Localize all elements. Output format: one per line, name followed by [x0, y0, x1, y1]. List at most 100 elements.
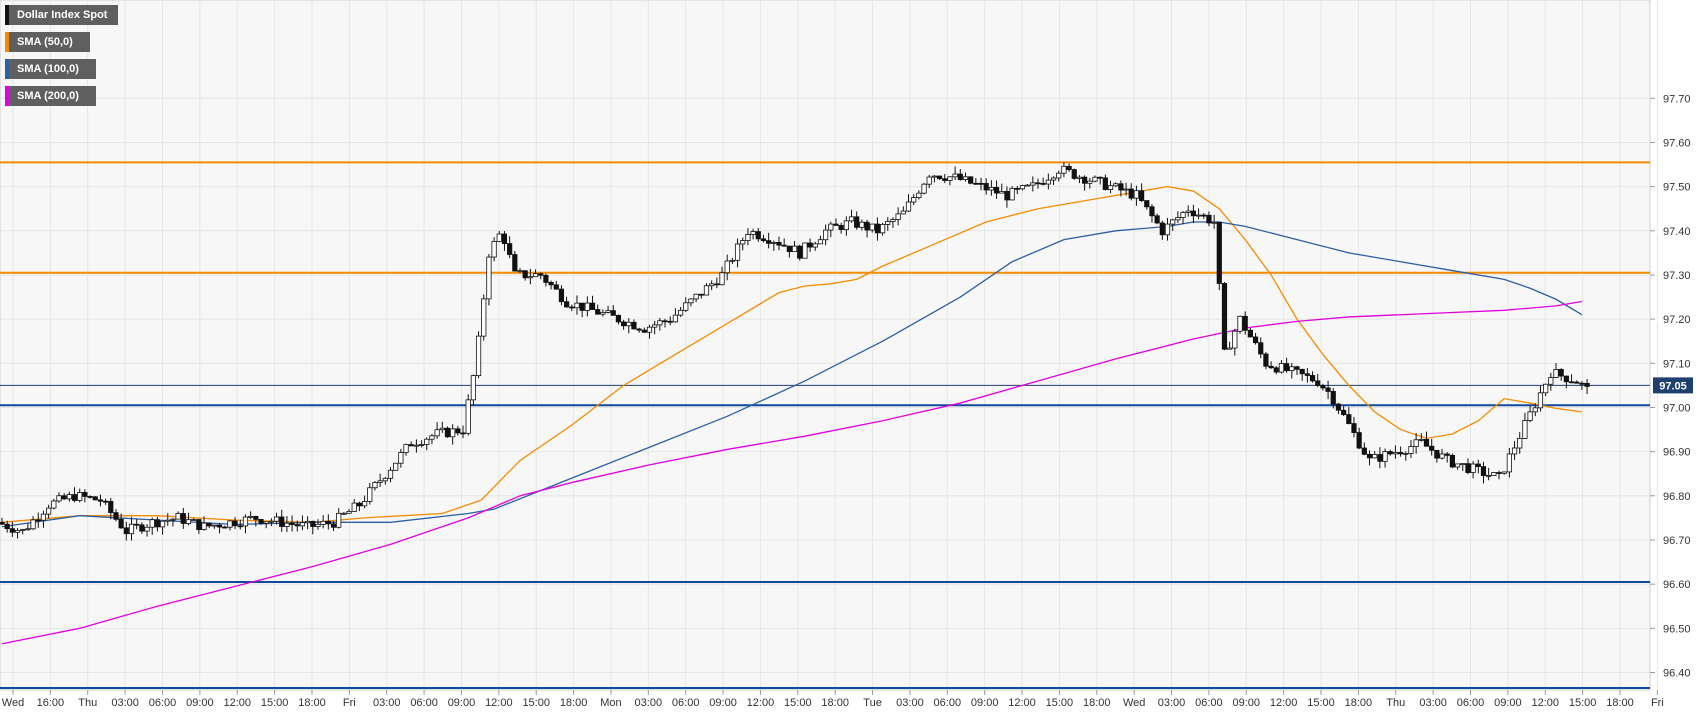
candle-body — [1527, 411, 1533, 421]
candle-body — [1232, 330, 1238, 349]
candle-body — [527, 276, 533, 279]
candle-body — [1014, 187, 1020, 190]
candle-body — [595, 309, 601, 315]
candle-body — [579, 302, 585, 311]
candle-body — [1278, 363, 1285, 373]
candle-body — [740, 240, 746, 245]
candle-body — [346, 511, 352, 514]
x-tick-label: 06:00 — [410, 697, 438, 709]
candle-body — [1087, 180, 1093, 184]
candle-body — [253, 515, 259, 520]
candle-body — [1221, 283, 1228, 350]
candle-body — [1444, 453, 1450, 456]
candle-body — [905, 201, 912, 212]
candle-body — [1092, 176, 1098, 182]
candle-body — [25, 528, 31, 531]
candle-body — [0, 521, 5, 525]
candle-body — [320, 520, 326, 525]
candle-body — [40, 513, 47, 521]
y-tick-label: 96.80 — [1663, 491, 1691, 503]
candle-body — [1004, 191, 1010, 201]
candle-body — [543, 274, 549, 283]
candle-body — [781, 244, 787, 247]
candle-body — [1206, 214, 1212, 224]
candle-body — [952, 173, 958, 178]
candle-body — [911, 197, 917, 203]
candle-body — [206, 522, 212, 527]
candle-body — [854, 216, 860, 228]
candle-body — [1050, 177, 1057, 181]
candle-body — [46, 507, 52, 515]
candle-body — [20, 529, 26, 531]
candle-body — [144, 526, 150, 532]
x-tick-label: 12:00 — [485, 697, 513, 709]
x-tick-label: 18:00 — [1345, 697, 1373, 709]
candle-body — [77, 492, 83, 501]
candle-body — [797, 245, 803, 259]
candle-body — [900, 210, 906, 215]
candle-body — [330, 523, 337, 528]
candle-body — [988, 186, 994, 191]
candle-body — [1325, 387, 1331, 392]
x-tick-label: 12:00 — [223, 697, 251, 709]
candle-body — [641, 329, 647, 333]
candle-body — [1154, 215, 1160, 224]
candle-body — [631, 321, 637, 330]
grid — [0, 0, 1658, 690]
candle-body — [56, 495, 62, 502]
candle-body — [14, 529, 21, 533]
candle-body — [1392, 452, 1399, 455]
x-tick-label: 12:00 — [1008, 697, 1036, 709]
candle-body — [367, 487, 373, 502]
candle-body — [874, 223, 881, 234]
candle-body — [1019, 185, 1026, 190]
candle-body — [843, 220, 849, 230]
candle-body — [128, 523, 135, 535]
candle-body — [201, 522, 207, 530]
candle-body — [760, 238, 767, 242]
y-tick-label: 97.20 — [1663, 314, 1691, 326]
candle-body — [382, 477, 388, 482]
legend-sma50: SMA (50,0) — [5, 32, 90, 52]
candle-body — [1558, 369, 1564, 377]
candle-body — [538, 273, 544, 276]
candle-body — [361, 501, 368, 507]
candle-body — [626, 321, 632, 327]
candle-body — [336, 512, 342, 528]
candle-body — [196, 519, 202, 530]
candle-body — [1486, 475, 1492, 477]
candle-body — [258, 519, 264, 524]
candle-body — [574, 302, 580, 309]
x-tick-label: 03:00 — [1419, 697, 1447, 709]
candle-body — [615, 314, 622, 323]
candle-body — [434, 429, 440, 437]
candle-body — [558, 288, 565, 303]
candle-body — [1056, 172, 1062, 179]
candle-body — [1144, 200, 1150, 208]
x-axis: Wed 16:00 Thu 03:00 06:00 09:00 12:00 15:00 18:0… — [2, 690, 1664, 709]
x-tick-label: 18:00 — [1083, 697, 1111, 709]
candle-body — [1164, 223, 1171, 236]
legend-swatch — [5, 59, 9, 79]
candle-body — [1408, 446, 1414, 454]
legend: Dollar Index Spot SMA (50,0) SMA (100,0)… — [5, 5, 118, 113]
y-tick-label: 96.90 — [1663, 447, 1691, 459]
candle-body — [1517, 437, 1523, 449]
candle-body — [289, 522, 295, 525]
candle-body — [1175, 217, 1181, 221]
candle-body — [439, 427, 445, 431]
candle-body — [1082, 176, 1088, 184]
candle-body — [916, 192, 922, 198]
y-tick-label: 97.30 — [1663, 270, 1691, 282]
candle-body — [216, 524, 223, 528]
candle-body — [175, 513, 181, 520]
candle-body — [522, 270, 528, 279]
candle-body — [978, 182, 984, 185]
candle-body — [1263, 353, 1269, 367]
candle-body — [962, 176, 969, 180]
candle-body — [222, 526, 228, 529]
candle-body — [890, 219, 896, 222]
candle-body — [284, 522, 290, 527]
candle-body — [657, 320, 663, 326]
candle-body — [1237, 315, 1243, 332]
